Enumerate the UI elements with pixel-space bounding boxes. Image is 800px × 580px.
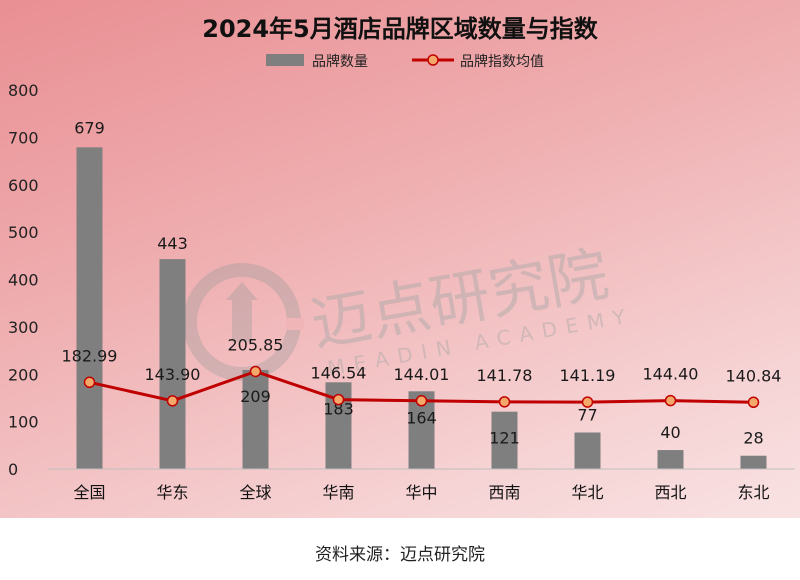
source-label: 资料来源：迈点研究院 — [315, 545, 485, 565]
watermark-logo-icon — [183, 263, 304, 381]
bar-data-label: 28 — [743, 429, 763, 448]
x-tick-label: 华东 — [156, 483, 188, 502]
y-tick-label: 800 — [8, 81, 39, 100]
watermark: 迈点研究院 MEADIN ACADEMY — [183, 239, 636, 381]
line-point — [581, 396, 594, 408]
bar-data-label: 164 — [406, 408, 437, 427]
y-tick-label: 300 — [8, 318, 39, 337]
bar — [159, 259, 186, 469]
bar-series: 679 443 209 183 164 121 77 40 28 — [74, 118, 767, 470]
bar — [657, 450, 684, 469]
line-point — [83, 376, 96, 389]
x-tick-label: 全球 — [239, 483, 271, 502]
bar-data-label: 209 — [240, 387, 271, 406]
bar-data-label: 443 — [157, 234, 188, 253]
line-point — [664, 394, 677, 407]
bar — [491, 411, 518, 469]
line-point — [415, 395, 428, 407]
line-data-label: 143.90 — [145, 365, 201, 384]
y-tick-label: 100 — [8, 413, 39, 432]
y-tick-label: 400 — [8, 271, 39, 290]
x-tick-label: 华南 — [322, 483, 354, 502]
line-point — [166, 395, 179, 407]
line-data-label: 141.19 — [560, 366, 616, 385]
legend-swatch-bar — [266, 54, 304, 66]
line-point — [498, 396, 511, 408]
y-tick-label: 200 — [8, 365, 39, 384]
x-tick-label: 全国 — [73, 483, 105, 502]
line-data-label: 144.40 — [643, 365, 699, 384]
y-axis: 0 100 200 300 400 500 600 700 800 — [8, 81, 39, 479]
bar-data-label: 679 — [74, 118, 105, 137]
legend-label-line: 品牌指数均值 — [460, 53, 544, 70]
bar-data-label: 40 — [660, 423, 680, 442]
bar — [574, 432, 601, 469]
line-series: 182.99 143.90 205.85 146.54 144.01 141.78 141.… — [62, 335, 782, 409]
line-point — [747, 396, 760, 409]
legend: 品牌数量 品牌指数均值 — [266, 53, 544, 70]
line-point — [249, 365, 262, 378]
legend-swatch-marker — [427, 54, 439, 66]
chart-svg: 迈点研究院 MEADIN ACADEMY 2024年5月酒店品牌区域数量与指数 … — [8, 15, 795, 502]
line-point — [332, 393, 345, 406]
y-tick-label: 500 — [8, 223, 39, 242]
bar-data-label: 121 — [489, 429, 520, 448]
bar-data-label: 183 — [323, 399, 354, 418]
x-tick-label: 西北 — [654, 483, 686, 502]
y-tick-label: 600 — [8, 176, 39, 195]
line-data-label: 141.78 — [477, 366, 533, 385]
chart-panel: 迈点研究院 MEADIN ACADEMY 2024年5月酒店品牌区域数量与指数 … — [0, 0, 800, 518]
y-tick-label: 0 — [8, 460, 18, 479]
legend-label-bar: 品牌数量 — [312, 53, 368, 70]
bar — [76, 147, 103, 470]
chart-title: 2024年5月酒店品牌区域数量与指数 — [202, 15, 598, 43]
x-tick-label: 西南 — [488, 483, 520, 502]
bar — [740, 455, 767, 469]
x-axis: 全国 华东 全球 华南 华中 西南 华北 西北 东北 — [48, 468, 795, 502]
x-tick-label: 东北 — [737, 483, 769, 502]
line-data-label: 205.85 — [228, 335, 284, 354]
line-data-label: 146.54 — [311, 364, 367, 383]
line-data-label: 140.84 — [726, 366, 782, 385]
x-tick-label: 华北 — [571, 483, 603, 502]
bar-data-label: 77 — [577, 406, 597, 425]
line-data-label: 182.99 — [62, 346, 118, 365]
bar — [242, 369, 269, 469]
y-tick-label: 700 — [8, 128, 39, 147]
line-data-label: 144.01 — [394, 365, 450, 384]
x-tick-label: 华中 — [405, 483, 437, 502]
